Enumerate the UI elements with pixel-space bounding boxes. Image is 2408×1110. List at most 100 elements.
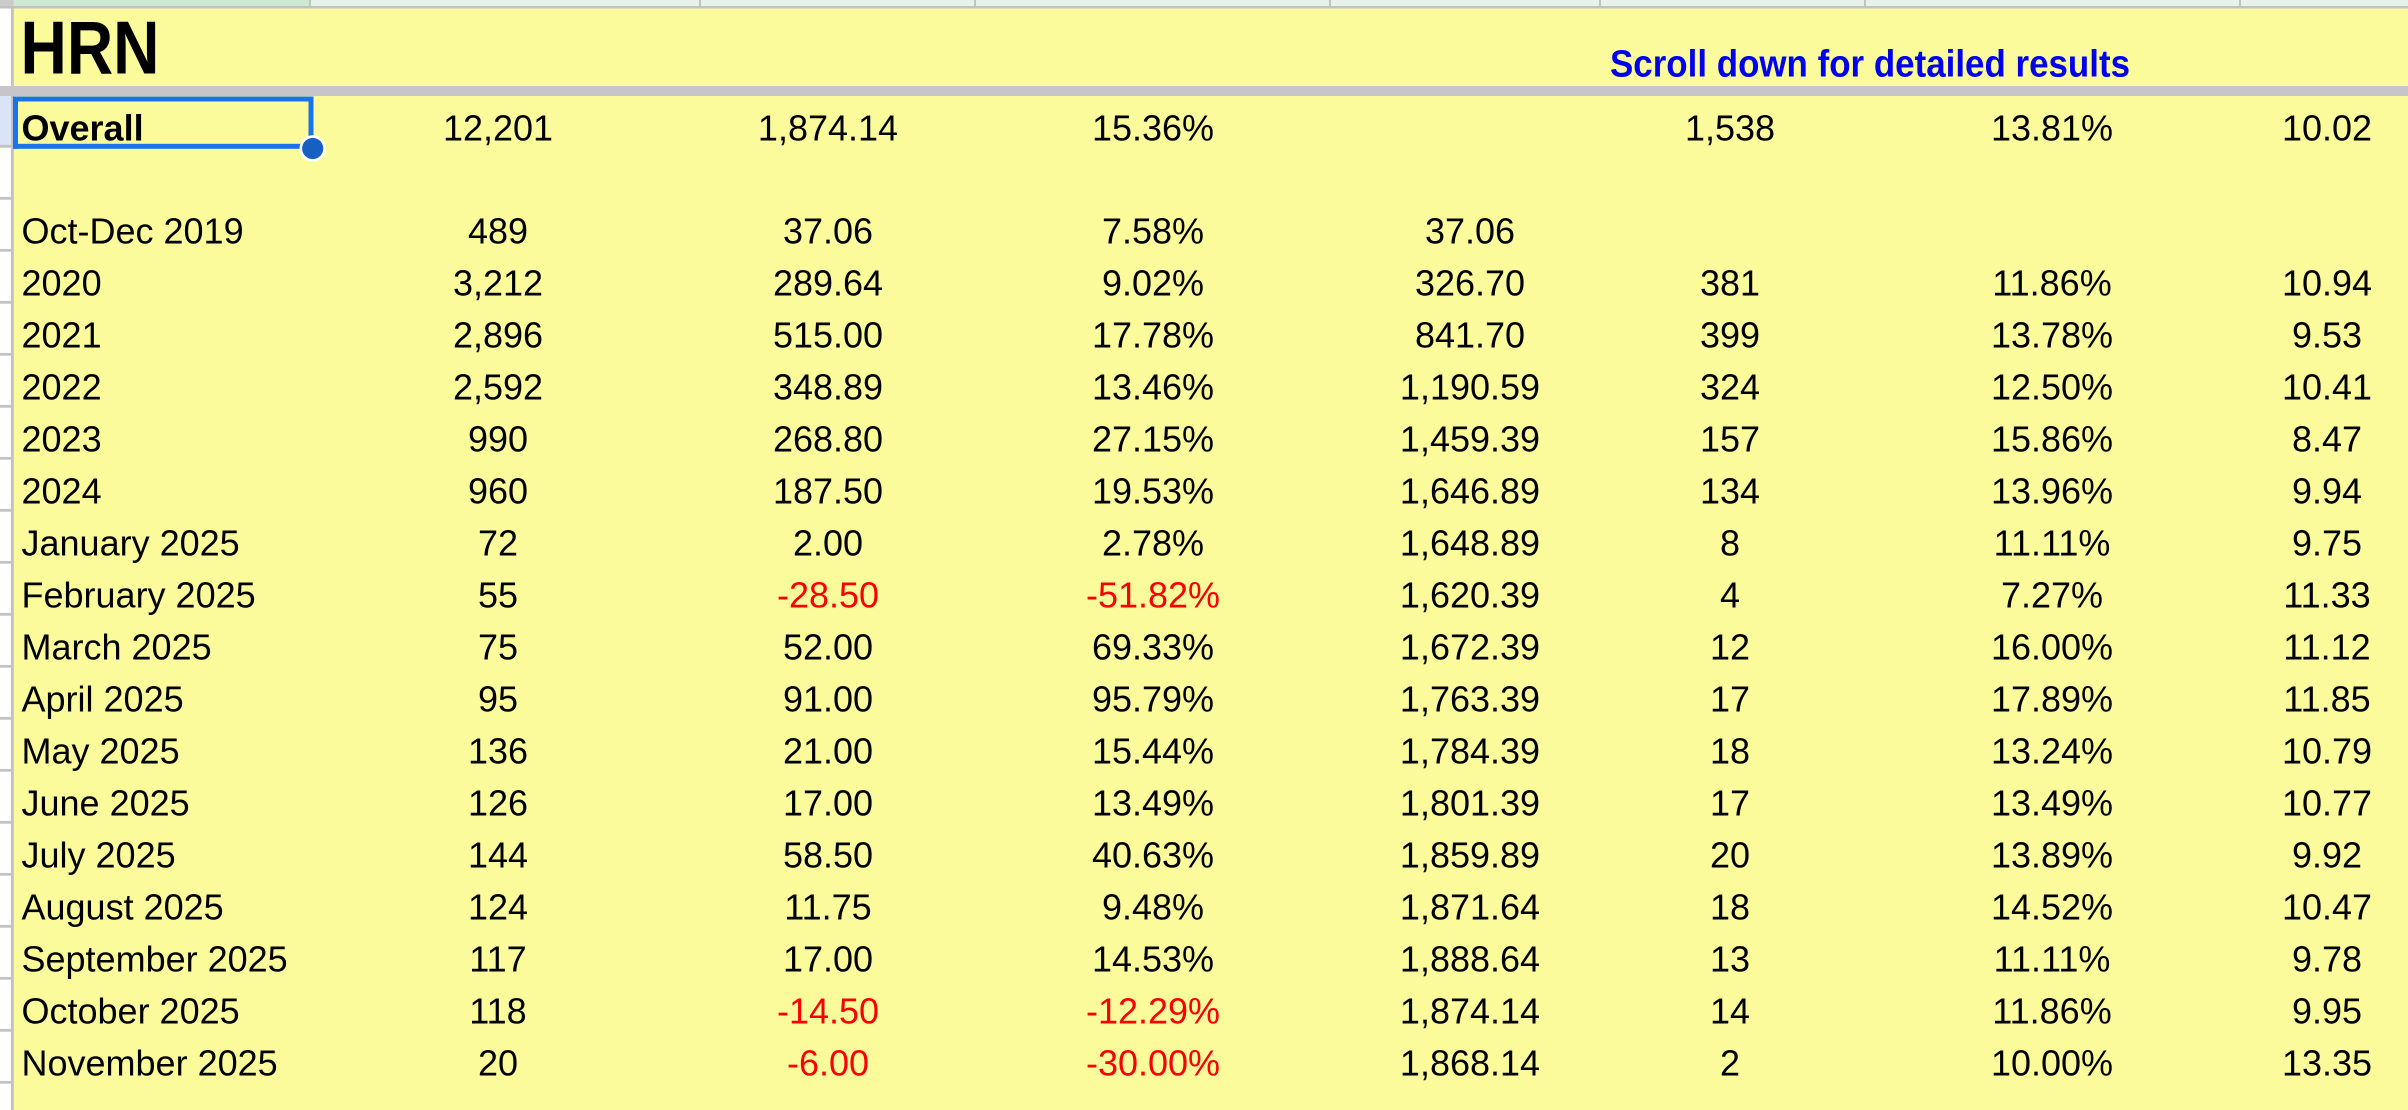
svg-text:2020: 2020 bbox=[22, 263, 102, 304]
svg-text:17: 17 bbox=[1710, 783, 1750, 824]
svg-text:10.77: 10.77 bbox=[2282, 783, 2372, 824]
svg-text:124: 124 bbox=[468, 887, 528, 928]
svg-text:-14.50: -14.50 bbox=[777, 991, 879, 1032]
svg-text:17.78%: 17.78% bbox=[1092, 315, 1214, 356]
svg-text:October 2025: October 2025 bbox=[22, 991, 240, 1032]
svg-text:Oct-Dec 2019: Oct-Dec 2019 bbox=[22, 211, 244, 252]
svg-text:52.00: 52.00 bbox=[783, 627, 873, 668]
svg-text:1,620.39: 1,620.39 bbox=[1400, 575, 1540, 616]
svg-text:2021: 2021 bbox=[22, 315, 102, 356]
svg-text:January 2025: January 2025 bbox=[22, 523, 240, 564]
svg-text:19.53%: 19.53% bbox=[1092, 471, 1214, 512]
svg-text:17.00: 17.00 bbox=[783, 939, 873, 980]
svg-text:13.46%: 13.46% bbox=[1092, 367, 1214, 408]
svg-text:58.50: 58.50 bbox=[783, 835, 873, 876]
svg-text:June 2025: June 2025 bbox=[22, 783, 190, 824]
svg-text:14: 14 bbox=[1710, 991, 1750, 1032]
svg-text:2022: 2022 bbox=[22, 367, 102, 408]
svg-text:13.78%: 13.78% bbox=[1991, 315, 2113, 356]
svg-text:1,538: 1,538 bbox=[1685, 108, 1775, 149]
svg-text:990: 990 bbox=[468, 419, 528, 460]
svg-text:10.41: 10.41 bbox=[2282, 367, 2372, 408]
svg-text:17.89%: 17.89% bbox=[1991, 679, 2113, 720]
svg-text:13.35: 13.35 bbox=[2282, 1043, 2372, 1084]
svg-text:Overall: Overall bbox=[22, 108, 144, 149]
svg-text:1,868.14: 1,868.14 bbox=[1400, 1043, 1540, 1084]
svg-text:Scroll down for detailed resul: Scroll down for detailed results bbox=[1610, 44, 2130, 86]
svg-text:-51.82%: -51.82% bbox=[1086, 575, 1220, 616]
svg-text:136: 136 bbox=[468, 731, 528, 772]
svg-text:10.02: 10.02 bbox=[2282, 108, 2372, 149]
svg-text:3,212: 3,212 bbox=[453, 263, 543, 304]
svg-text:95: 95 bbox=[478, 679, 518, 720]
svg-text:13.49%: 13.49% bbox=[1991, 783, 2113, 824]
svg-text:9.94: 9.94 bbox=[2292, 471, 2362, 512]
svg-text:September 2025: September 2025 bbox=[22, 939, 288, 980]
svg-text:15.86%: 15.86% bbox=[1991, 419, 2113, 460]
svg-text:9.53: 9.53 bbox=[2292, 315, 2362, 356]
svg-text:75: 75 bbox=[478, 627, 518, 668]
svg-text:8.47: 8.47 bbox=[2292, 419, 2362, 460]
svg-text:1,646.89: 1,646.89 bbox=[1400, 471, 1540, 512]
svg-text:1,190.59: 1,190.59 bbox=[1400, 367, 1540, 408]
svg-text:17.00: 17.00 bbox=[783, 783, 873, 824]
svg-text:13.81%: 13.81% bbox=[1991, 108, 2113, 149]
svg-text:1,874.14: 1,874.14 bbox=[1400, 991, 1540, 1032]
svg-text:-30.00%: -30.00% bbox=[1086, 1043, 1220, 1084]
svg-text:1,459.39: 1,459.39 bbox=[1400, 419, 1540, 460]
svg-text:13.96%: 13.96% bbox=[1991, 471, 2113, 512]
svg-text:18: 18 bbox=[1710, 887, 1750, 928]
svg-text:11.86%: 11.86% bbox=[1992, 991, 2111, 1032]
svg-text:March 2025: March 2025 bbox=[22, 627, 212, 668]
svg-text:2: 2 bbox=[1720, 1043, 1740, 1084]
svg-text:15.44%: 15.44% bbox=[1092, 731, 1214, 772]
svg-text:November 2025: November 2025 bbox=[22, 1043, 278, 1084]
svg-text:40.63%: 40.63% bbox=[1092, 835, 1214, 876]
svg-text:10.00%: 10.00% bbox=[1991, 1043, 2113, 1084]
svg-text:11.75: 11.75 bbox=[784, 887, 871, 928]
svg-text:2,896: 2,896 bbox=[453, 315, 543, 356]
svg-text:118: 118 bbox=[469, 991, 526, 1032]
svg-text:9.78: 9.78 bbox=[2292, 939, 2362, 980]
svg-text:95.79%: 95.79% bbox=[1092, 679, 1214, 720]
svg-text:14.53%: 14.53% bbox=[1092, 939, 1214, 980]
svg-text:1,874.14: 1,874.14 bbox=[758, 108, 898, 149]
svg-text:841.70: 841.70 bbox=[1415, 315, 1525, 356]
svg-text:HRN: HRN bbox=[21, 5, 160, 89]
svg-text:11.12: 11.12 bbox=[2283, 627, 2370, 668]
svg-text:324: 324 bbox=[1700, 367, 1760, 408]
svg-text:17: 17 bbox=[1710, 679, 1750, 720]
svg-text:1,871.64: 1,871.64 bbox=[1400, 887, 1540, 928]
svg-text:-12.29%: -12.29% bbox=[1086, 991, 1220, 1032]
svg-text:21.00: 21.00 bbox=[783, 731, 873, 772]
svg-text:515.00: 515.00 bbox=[773, 315, 883, 356]
svg-text:9.95: 9.95 bbox=[2292, 991, 2362, 1032]
svg-text:12: 12 bbox=[1710, 627, 1750, 668]
svg-text:12,201: 12,201 bbox=[443, 108, 553, 149]
svg-text:11.85: 11.85 bbox=[2283, 679, 2370, 720]
svg-text:7.58%: 7.58% bbox=[1102, 211, 1204, 252]
svg-text:37.06: 37.06 bbox=[1425, 211, 1515, 252]
svg-text:-28.50: -28.50 bbox=[777, 575, 879, 616]
svg-text:10.94: 10.94 bbox=[2282, 263, 2372, 304]
svg-text:2024: 2024 bbox=[22, 471, 102, 512]
svg-text:13: 13 bbox=[1710, 939, 1750, 980]
svg-text:14.52%: 14.52% bbox=[1991, 887, 2113, 928]
svg-text:11.11%: 11.11% bbox=[1994, 939, 2111, 980]
svg-text:27.15%: 27.15% bbox=[1092, 419, 1214, 460]
svg-text:11.86%: 11.86% bbox=[1992, 263, 2111, 304]
svg-text:August 2025: August 2025 bbox=[22, 887, 224, 928]
svg-text:1,763.39: 1,763.39 bbox=[1400, 679, 1540, 720]
svg-text:348.89: 348.89 bbox=[773, 367, 883, 408]
svg-text:April 2025: April 2025 bbox=[22, 679, 184, 720]
svg-text:7.27%: 7.27% bbox=[2001, 575, 2103, 616]
svg-text:91.00: 91.00 bbox=[783, 679, 873, 720]
svg-text:69.33%: 69.33% bbox=[1092, 627, 1214, 668]
svg-text:289.64: 289.64 bbox=[773, 263, 883, 304]
svg-text:13.24%: 13.24% bbox=[1991, 731, 2113, 772]
svg-text:117: 117 bbox=[469, 939, 526, 980]
svg-text:11.11%: 11.11% bbox=[1994, 523, 2111, 564]
svg-text:10.79: 10.79 bbox=[2282, 731, 2372, 772]
svg-text:1,648.89: 1,648.89 bbox=[1400, 523, 1540, 564]
svg-text:11.33: 11.33 bbox=[2283, 575, 2370, 616]
